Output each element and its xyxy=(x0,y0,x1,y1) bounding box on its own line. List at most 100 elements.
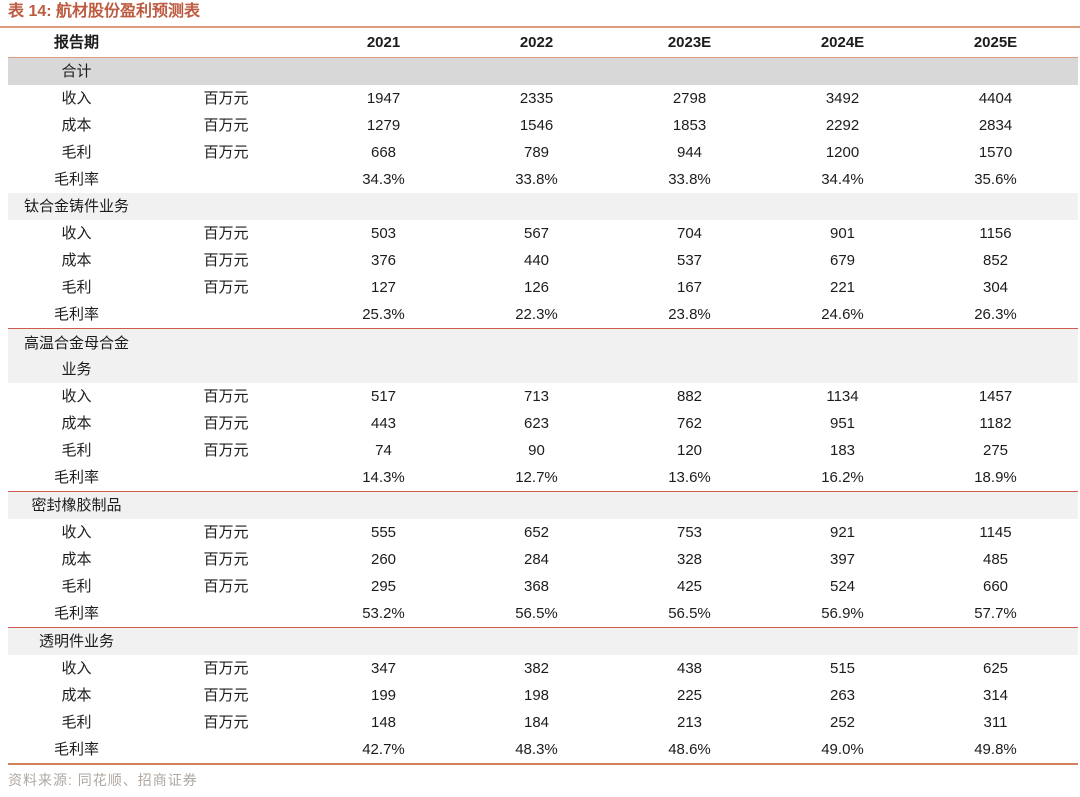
row-value: 753 xyxy=(676,524,703,541)
row-value: 34.3% xyxy=(362,171,405,188)
data-row: 毛利率 53.2% 56.5% 56.5% 56.9% 57.7% xyxy=(8,600,1078,627)
row-value: 440 xyxy=(523,252,550,269)
row-unit xyxy=(145,166,307,193)
section-header-row: 密封橡胶制品 xyxy=(8,492,1078,519)
row-value: 148 xyxy=(370,714,397,731)
row-value: 12.7% xyxy=(515,469,558,486)
row-value: 184 xyxy=(523,714,550,731)
data-row: 毛利率 34.3% 33.8% 33.8% 34.4% 35.6% xyxy=(8,166,1078,193)
row-value: 311 xyxy=(983,714,1008,731)
section-divider-line xyxy=(8,328,1078,329)
row-value: 14.3% xyxy=(362,469,405,486)
row-label: 成本 xyxy=(61,117,92,134)
row-value: 2292 xyxy=(825,117,860,134)
row-value: 13.6% xyxy=(668,469,711,486)
section-header-row: 高温合金母合金 业务 xyxy=(8,329,1078,383)
row-value: 199 xyxy=(370,687,397,704)
row-label: 毛利率 xyxy=(53,605,99,622)
row-label: 毛利率 xyxy=(53,171,99,188)
row-value: 2798 xyxy=(672,90,707,107)
unit-column-header xyxy=(145,28,307,57)
row-value: 225 xyxy=(676,687,703,704)
data-row: 收入 百万元 503 567 704 901 1156 xyxy=(8,220,1078,247)
row-value: 90 xyxy=(528,442,545,459)
data-row: 收入 百万元 347 382 438 515 625 xyxy=(8,655,1078,682)
row-label: 毛利 xyxy=(61,714,92,731)
row-value: 53.2% xyxy=(362,605,405,622)
row-value: 347 xyxy=(370,660,397,677)
row-value: 668 xyxy=(370,144,397,161)
row-value: 376 xyxy=(370,252,397,269)
section-name-line: 高温合金母合金 xyxy=(23,335,129,352)
row-unit xyxy=(145,600,307,627)
row-value: 660 xyxy=(982,578,1009,595)
row-value: 704 xyxy=(676,225,703,242)
row-value: 213 xyxy=(676,714,703,731)
section-name: 密封橡胶制品 xyxy=(8,492,145,519)
row-unit: 百万元 xyxy=(203,225,249,242)
section-name: 透明件业务 xyxy=(8,628,145,655)
row-value: 2834 xyxy=(978,117,1013,134)
row-value: 127 xyxy=(370,279,397,296)
row-value: 1156 xyxy=(979,225,1012,242)
row-unit: 百万元 xyxy=(203,442,249,459)
row-value: 56.5% xyxy=(668,605,711,622)
row-value: 198 xyxy=(523,687,550,704)
row-value: 33.8% xyxy=(515,171,558,188)
row-value: 56.5% xyxy=(515,605,558,622)
row-unit xyxy=(145,736,307,763)
data-row: 收入 百万元 555 652 753 921 1145 xyxy=(8,519,1078,546)
data-row: 成本 百万元 443 623 762 951 1182 xyxy=(8,410,1078,437)
data-row: 成本 百万元 1279 1546 1853 2292 2834 xyxy=(8,112,1078,139)
data-row: 毛利率 42.7% 48.3% 48.6% 49.0% 49.8% xyxy=(8,736,1078,763)
row-label: 毛利率 xyxy=(53,469,99,486)
row-value: 852 xyxy=(982,252,1009,269)
row-value: 48.6% xyxy=(668,741,711,758)
row-value: 368 xyxy=(523,578,550,595)
section-name: 高温合金母合金 业务 xyxy=(8,331,145,383)
table-bottom-rule xyxy=(8,763,1078,765)
table-title: 表 14: 航材股份盈利预测表 xyxy=(0,0,1080,28)
section-name: 钛合金铸件业务 xyxy=(8,193,145,220)
row-unit: 百万元 xyxy=(203,279,249,296)
row-value: 304 xyxy=(982,279,1009,296)
row-value: 485 xyxy=(982,551,1009,568)
row-value: 1134 xyxy=(826,388,859,405)
row-value: 120 xyxy=(676,442,703,459)
row-value: 713 xyxy=(523,388,550,405)
data-row: 毛利 百万元 148 184 213 252 311 xyxy=(8,709,1078,736)
data-row: 毛利 百万元 127 126 167 221 304 xyxy=(8,274,1078,301)
row-label: 成本 xyxy=(61,551,92,568)
row-value: 56.9% xyxy=(821,605,864,622)
row-label: 收入 xyxy=(61,660,92,677)
row-label: 毛利率 xyxy=(53,741,99,758)
row-value: 1546 xyxy=(519,117,554,134)
year-column-header: 2025E xyxy=(973,34,1018,51)
section-divider-line xyxy=(8,627,1078,628)
row-value: 503 xyxy=(370,225,397,242)
section-header-row: 透明件业务 xyxy=(8,628,1078,655)
row-value: 517 xyxy=(370,388,397,405)
data-row: 毛利率 14.3% 12.7% 13.6% 16.2% 18.9% xyxy=(8,464,1078,491)
row-unit: 百万元 xyxy=(203,660,249,677)
row-value: 1947 xyxy=(366,90,401,107)
row-value: 275 xyxy=(982,442,1009,459)
row-value: 18.9% xyxy=(974,469,1017,486)
row-label: 毛利率 xyxy=(53,306,99,323)
row-value: 48.3% xyxy=(515,741,558,758)
row-value: 263 xyxy=(829,687,856,704)
row-value: 284 xyxy=(523,551,550,568)
year-column-header: 2024E xyxy=(820,34,865,51)
forecast-table: 报告期 2021 2022 2023E 2024E 2025E 合计 收入 百万元 1… xyxy=(8,28,1078,763)
row-unit xyxy=(145,301,307,328)
row-value: 74 xyxy=(375,442,392,459)
row-unit: 百万元 xyxy=(203,90,249,107)
section-name-line: 钛合金铸件业务 xyxy=(23,198,129,215)
row-unit: 百万元 xyxy=(203,714,249,731)
row-label: 毛利 xyxy=(61,578,92,595)
row-value: 24.6% xyxy=(821,306,864,323)
row-value: 789 xyxy=(523,144,550,161)
row-value: 567 xyxy=(523,225,550,242)
row-value: 57.7% xyxy=(974,605,1017,622)
year-column-header: 2022 xyxy=(519,34,554,51)
